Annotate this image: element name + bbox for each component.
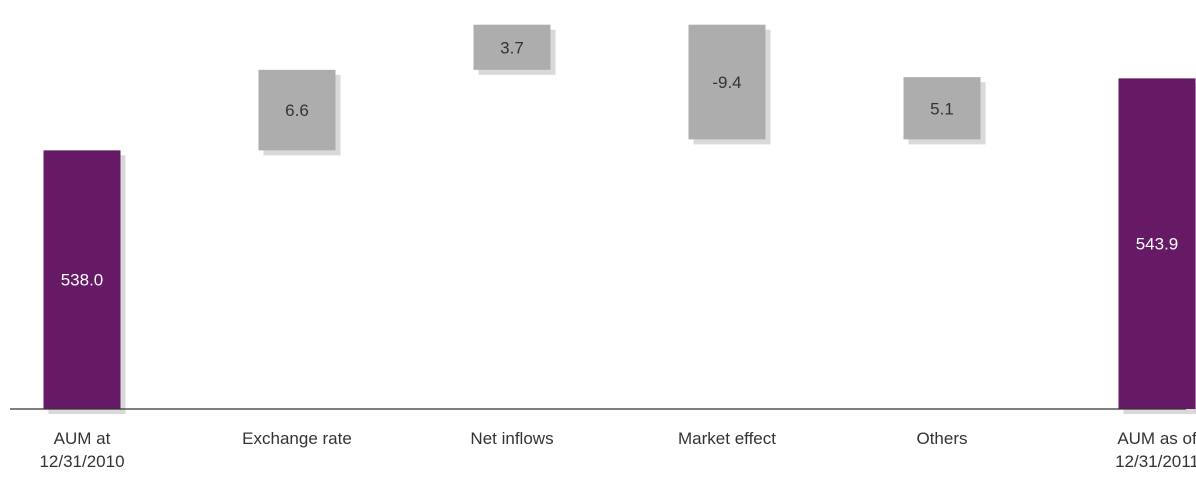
category-label-line: AUM at: [54, 429, 111, 448]
bar-value-label-1: 6.6: [285, 101, 309, 120]
bar-4: [903, 77, 981, 140]
bar-5: [1118, 78, 1196, 409]
bar-value-labels: 538.0 6.6 3.7 -9.4 5.1 543.9: [61, 38, 1179, 289]
category-label-line: Net inflows: [470, 429, 553, 448]
category-label-4: Others: [916, 429, 967, 448]
bar-3: [688, 24, 766, 140]
bar-0: [43, 150, 121, 410]
category-labels: AUM at 12/31/2010 Exchange rate Net inflows…: [39, 429, 1196, 471]
category-label-1: Exchange rate: [242, 429, 352, 448]
category-label-line: Market effect: [678, 429, 776, 448]
category-label-line: Exchange rate: [242, 429, 352, 448]
bars: [43, 24, 1196, 410]
category-label-line: AUM as of: [1117, 429, 1196, 448]
bar-value-label-2: 3.7: [500, 38, 524, 57]
category-label-5: AUM as of 12/31/2011: [1115, 429, 1196, 471]
category-label-line: Others: [916, 429, 967, 448]
category-label-0: AUM at 12/31/2010: [39, 429, 124, 471]
bar-2: [473, 24, 551, 70]
bar-value-label-4: 5.1: [930, 99, 954, 118]
bar-value-label-0: 538.0: [61, 271, 104, 290]
category-label-line: 12/31/2010: [39, 452, 124, 471]
bar-value-label-5: 543.9: [1136, 235, 1179, 254]
category-label-3: Market effect: [678, 429, 776, 448]
category-label-2: Net inflows: [470, 429, 553, 448]
category-label-line: 12/31/2011: [1115, 452, 1196, 471]
bar-1: [258, 69, 336, 151]
bar-shadows: [48, 29, 1196, 415]
bar-value-label-3: -9.4: [712, 73, 741, 92]
